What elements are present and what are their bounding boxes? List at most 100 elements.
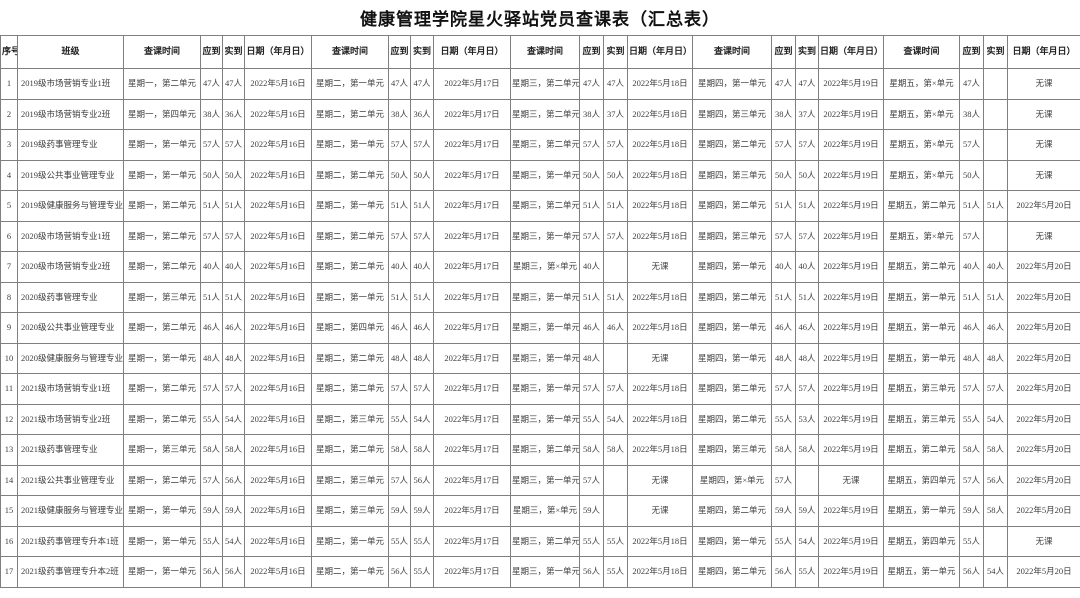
cell-expected: 51人 xyxy=(771,190,796,222)
cell-actual xyxy=(795,464,819,497)
cell-date: 2022年5月17日 xyxy=(433,434,511,466)
cell-check-time: 星期四，第一单元 xyxy=(692,342,772,375)
cell-actual xyxy=(603,464,628,497)
cell-actual: 40人 xyxy=(410,251,434,283)
cell-check-time: 星期一，第二单元 xyxy=(123,220,201,253)
cell-check-time: 星期三，第一单元 xyxy=(510,220,580,253)
cell-actual: 47人 xyxy=(222,68,245,100)
cell-expected: 58人 xyxy=(959,434,984,466)
cell-expected: 55人 xyxy=(388,525,411,558)
cell-actual: 54人 xyxy=(603,403,628,436)
cell-actual xyxy=(983,220,1008,253)
cell-actual: 48人 xyxy=(222,342,245,375)
cell-actual: 51人 xyxy=(410,190,434,222)
cell-seq: 14 xyxy=(0,464,18,497)
cell-date: 2022年5月16日 xyxy=(244,98,312,131)
cell-actual: 59人 xyxy=(795,495,819,527)
col-header-check-time: 查课时间 xyxy=(311,35,389,69)
cell-date: 2022年5月17日 xyxy=(433,159,511,192)
cell-actual: 37人 xyxy=(795,98,819,131)
cell-check-time: 星期二，第三单元 xyxy=(311,403,389,436)
cell-check-time: 星期一，第一单元 xyxy=(123,525,201,558)
cell-expected: 57人 xyxy=(771,464,796,497)
cell-date: 2022年5月17日 xyxy=(433,312,511,344)
cell-check-time: 星期三，第二单元 xyxy=(510,98,580,131)
cell-check-time: 星期一，第二单元 xyxy=(123,312,201,344)
cell-expected: 50人 xyxy=(959,159,984,192)
cell-check-time: 星期三，第一单元 xyxy=(510,403,580,436)
cell-date: 2022年5月17日 xyxy=(433,220,511,253)
cell-actual: 57人 xyxy=(603,373,628,405)
cell-seq: 12 xyxy=(0,403,18,436)
cell-actual: 48人 xyxy=(410,342,434,375)
cell-check-time: 星期五，第×单元 xyxy=(883,220,960,253)
cell-expected: 47人 xyxy=(959,68,984,100)
cell-date: 2022年5月18日 xyxy=(627,98,693,131)
cell-date: 2022年5月19日 xyxy=(818,556,884,588)
cell-class: 2021级健康服务与管理专业 xyxy=(17,495,124,527)
cell-check-time: 星期三，第一单元 xyxy=(510,342,580,375)
cell-date: 2022年5月16日 xyxy=(244,525,312,558)
cell-date: 无课 xyxy=(1007,129,1080,161)
cell-expected: 57人 xyxy=(959,129,984,161)
cell-expected: 38人 xyxy=(388,98,411,131)
cell-expected: 55人 xyxy=(579,403,604,436)
cell-expected: 57人 xyxy=(388,373,411,405)
cell-check-time: 星期一，第二单元 xyxy=(123,190,201,222)
cell-check-time: 星期二，第三单元 xyxy=(311,464,389,497)
cell-date: 2022年5月17日 xyxy=(433,403,511,436)
cell-actual xyxy=(603,251,628,283)
cell-expected: 50人 xyxy=(388,159,411,192)
cell-seq: 5 xyxy=(0,190,18,222)
cell-expected: 40人 xyxy=(388,251,411,283)
cell-date: 2022年5月16日 xyxy=(244,220,312,253)
cell-check-time: 星期一，第三单元 xyxy=(123,434,201,466)
cell-expected: 57人 xyxy=(959,373,984,405)
cell-expected: 57人 xyxy=(959,464,984,497)
cell-expected: 47人 xyxy=(200,68,223,100)
cell-expected: 48人 xyxy=(771,342,796,375)
table-row: 14 2021级公共事业管理专业 星期一，第二单元 57人 56人 2022年5月16日星… xyxy=(0,464,1080,497)
cell-seq: 16 xyxy=(0,525,18,558)
cell-check-time: 星期三，第一单元 xyxy=(510,464,580,497)
col-header-expected: 应到 xyxy=(200,35,223,69)
cell-date: 无课 xyxy=(1007,220,1080,253)
cell-date: 2022年5月17日 xyxy=(433,464,511,497)
cell-date: 2022年5月17日 xyxy=(433,373,511,405)
cell-expected: 55人 xyxy=(959,403,984,436)
cell-date: 2022年5月19日 xyxy=(818,342,884,375)
cell-actual: 57人 xyxy=(410,220,434,253)
cell-actual: 46人 xyxy=(222,312,245,344)
cell-expected: 57人 xyxy=(388,129,411,161)
cell-actual: 50人 xyxy=(603,159,628,192)
cell-check-time: 星期二，第一单元 xyxy=(311,68,389,100)
cell-date: 2022年5月19日 xyxy=(818,251,884,283)
cell-expected: 40人 xyxy=(200,251,223,283)
cell-date: 2022年5月16日 xyxy=(244,190,312,222)
cell-expected: 48人 xyxy=(579,342,604,375)
cell-actual: 46人 xyxy=(983,312,1008,344)
cell-actual: 50人 xyxy=(410,159,434,192)
col-header-expected: 应到 xyxy=(959,35,984,69)
cell-check-time: 星期三，第二单元 xyxy=(510,525,580,558)
cell-date: 无课 xyxy=(1007,159,1080,192)
cell-actual: 51人 xyxy=(222,190,245,222)
cell-actual: 58人 xyxy=(795,434,819,466)
cell-date: 2022年5月17日 xyxy=(433,281,511,314)
cell-expected: 46人 xyxy=(388,312,411,344)
cell-seq: 2 xyxy=(0,98,18,131)
table-row: 6 2020级市场营销专业1班 星期一，第二单元 57人 57人 2022年5月16日 星期… xyxy=(0,220,1080,253)
cell-class: 2020级公共事业管理专业 xyxy=(17,312,124,344)
table-row: 16 2021级药事管理专升本1班 星期一，第一单元 55人 54人 2022年5月16日… xyxy=(0,525,1080,558)
cell-class: 2021级药事管理专升本2班 xyxy=(17,556,124,588)
cell-class: 2019级公共事业管理专业 xyxy=(17,159,124,192)
cell-actual xyxy=(983,129,1008,161)
cell-check-time: 星期四，第二单元 xyxy=(692,556,772,588)
cell-date: 2022年5月19日 xyxy=(818,220,884,253)
cell-check-time: 星期四，第三单元 xyxy=(692,98,772,131)
cell-actual: 46人 xyxy=(410,312,434,344)
cell-actual: 58人 xyxy=(410,434,434,466)
cell-check-time: 星期五，第三单元 xyxy=(883,373,960,405)
cell-class: 2020级健康服务与管理专业 xyxy=(17,342,124,375)
cell-class: 2020级药事管理专业 xyxy=(17,281,124,314)
